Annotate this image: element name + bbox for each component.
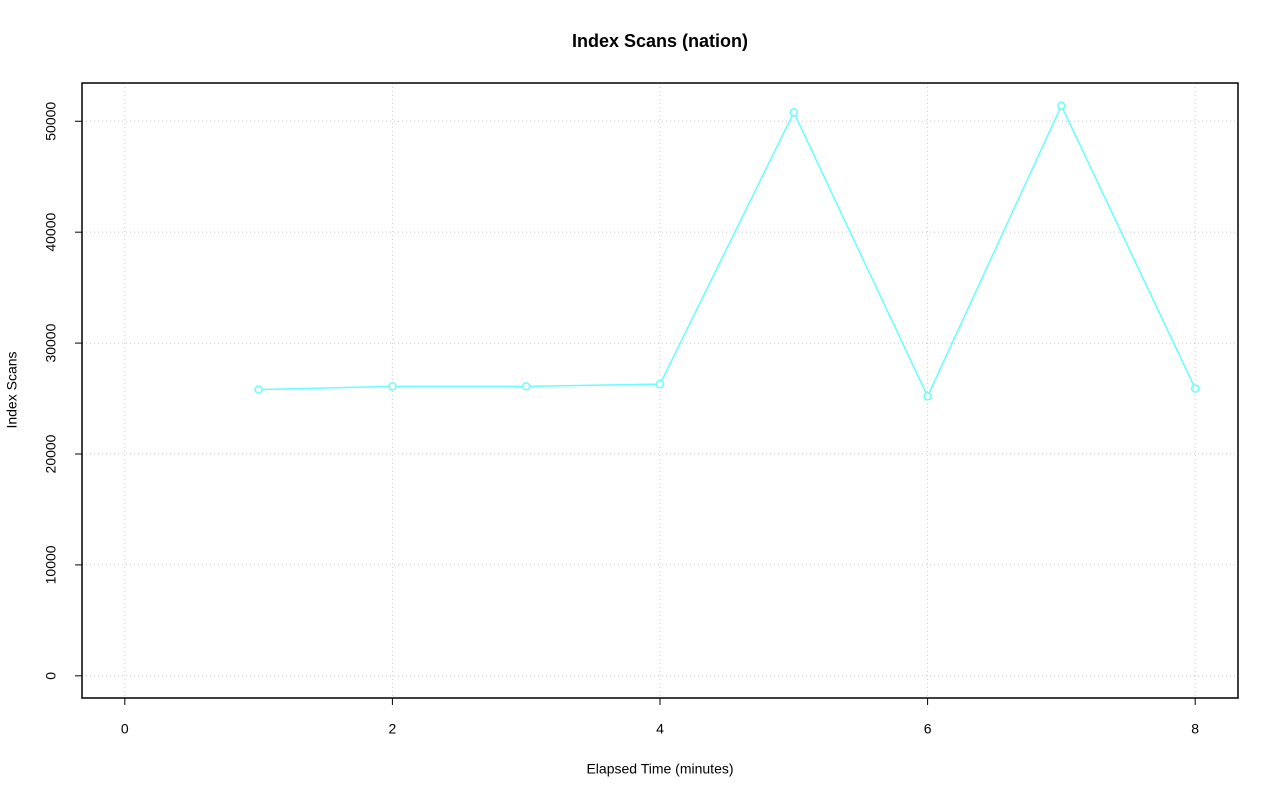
y-tick-label: 30000 [43,323,59,362]
y-tick-label: 10000 [43,545,59,584]
y-tick-label: 20000 [43,434,59,473]
data-point [1057,101,1066,110]
data-point [388,382,397,391]
x-tick-label: 0 [121,721,129,737]
x-tick-label: 4 [656,721,664,737]
series-line [258,103,1196,399]
data-point [521,382,531,391]
data-point [789,108,799,117]
x-axis-label: Elapsed Time (minutes) [586,761,733,777]
chart-title: Index Scans (nation) [572,31,748,51]
data-point [923,392,932,401]
data-point [1190,384,1200,393]
y-tick-label: 40000 [43,212,59,251]
plot-frame [81,82,1239,699]
data-point [655,379,665,389]
data-point [254,385,263,394]
x-tick-label: 6 [924,721,932,737]
y-tick-label: 50000 [43,102,59,141]
y-axis-label: Index Scans [4,351,20,428]
x-tick-label: 8 [1191,721,1199,737]
x-tick-label: 2 [389,721,397,737]
y-tick-label: 0 [43,672,59,680]
